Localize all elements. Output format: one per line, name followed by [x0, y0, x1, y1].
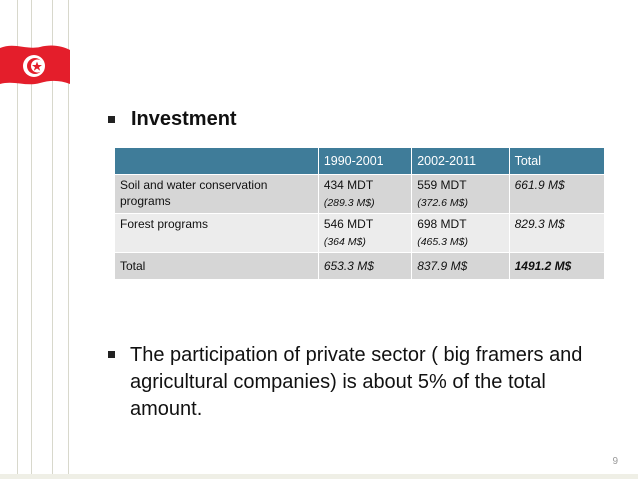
cell-value: 434 MDT: [323, 178, 374, 192]
table-cell: 546 MDT (364 M$): [317, 213, 413, 253]
cell-subvalue: (465.3 M$): [417, 236, 468, 248]
grand-total-cell: 1491.2 M$: [508, 252, 606, 280]
cell-subvalue: (289.3 M$): [323, 197, 375, 209]
cell-subvalue: (372.6 M$): [417, 197, 468, 209]
cell-value: 698 MDT: [417, 217, 467, 231]
cell-subvalue: (364 M$): [323, 236, 366, 248]
header-cell: 2002-2011: [411, 147, 510, 175]
table-cell: 837.9 M$: [411, 252, 510, 280]
heading-bullet: Investment: [108, 108, 237, 131]
participation-bullet: The participation of private sector ( bi…: [108, 342, 618, 423]
frame-line: [31, 0, 32, 479]
frame-line: [68, 0, 69, 479]
row-label: Soil and water conservation programs: [114, 174, 319, 214]
total-cell: 661.9 M$: [508, 174, 606, 214]
page-number: 9: [612, 456, 618, 467]
header-cell: [114, 147, 319, 175]
table-header-row: 1990-2001 2002-2011 Total: [114, 147, 606, 175]
table-row: Soil and water conservation programs 434…: [114, 174, 606, 214]
bullet-text: The participation of private sector ( bi…: [130, 344, 583, 420]
slide-heading: Investment: [131, 108, 237, 130]
table-cell: 653.3 M$: [317, 252, 413, 280]
table-row: Forest programs 546 MDT (364 M$) 698 MDT…: [114, 213, 606, 253]
tunisia-flag-icon: [0, 45, 70, 85]
row-label: Forest programs: [114, 213, 319, 253]
total-cell: 829.3 M$: [508, 213, 606, 253]
frame-line: [52, 0, 53, 479]
frame-line: [17, 0, 18, 479]
header-cell: Total: [508, 147, 606, 175]
square-bullet-icon: [108, 116, 115, 123]
cell-value: 546 MDT: [323, 217, 374, 231]
investment-table: 1990-2001 2002-2011 Total Soil and water…: [114, 147, 606, 280]
table-row: Total 653.3 M$ 837.9 M$ 1491.2 M$: [114, 252, 606, 280]
table-cell: 559 MDT (372.6 M$): [411, 174, 510, 214]
frame-bottom-strip: [0, 474, 638, 479]
header-cell: 1990-2001: [317, 147, 413, 175]
square-bullet-icon: [108, 351, 115, 358]
row-label: Total: [114, 252, 319, 280]
decorative-frame: [0, 0, 70, 479]
cell-value: 559 MDT: [417, 178, 467, 192]
table-cell: 698 MDT (465.3 M$): [411, 213, 510, 253]
table-cell: 434 MDT (289.3 M$): [317, 174, 413, 214]
